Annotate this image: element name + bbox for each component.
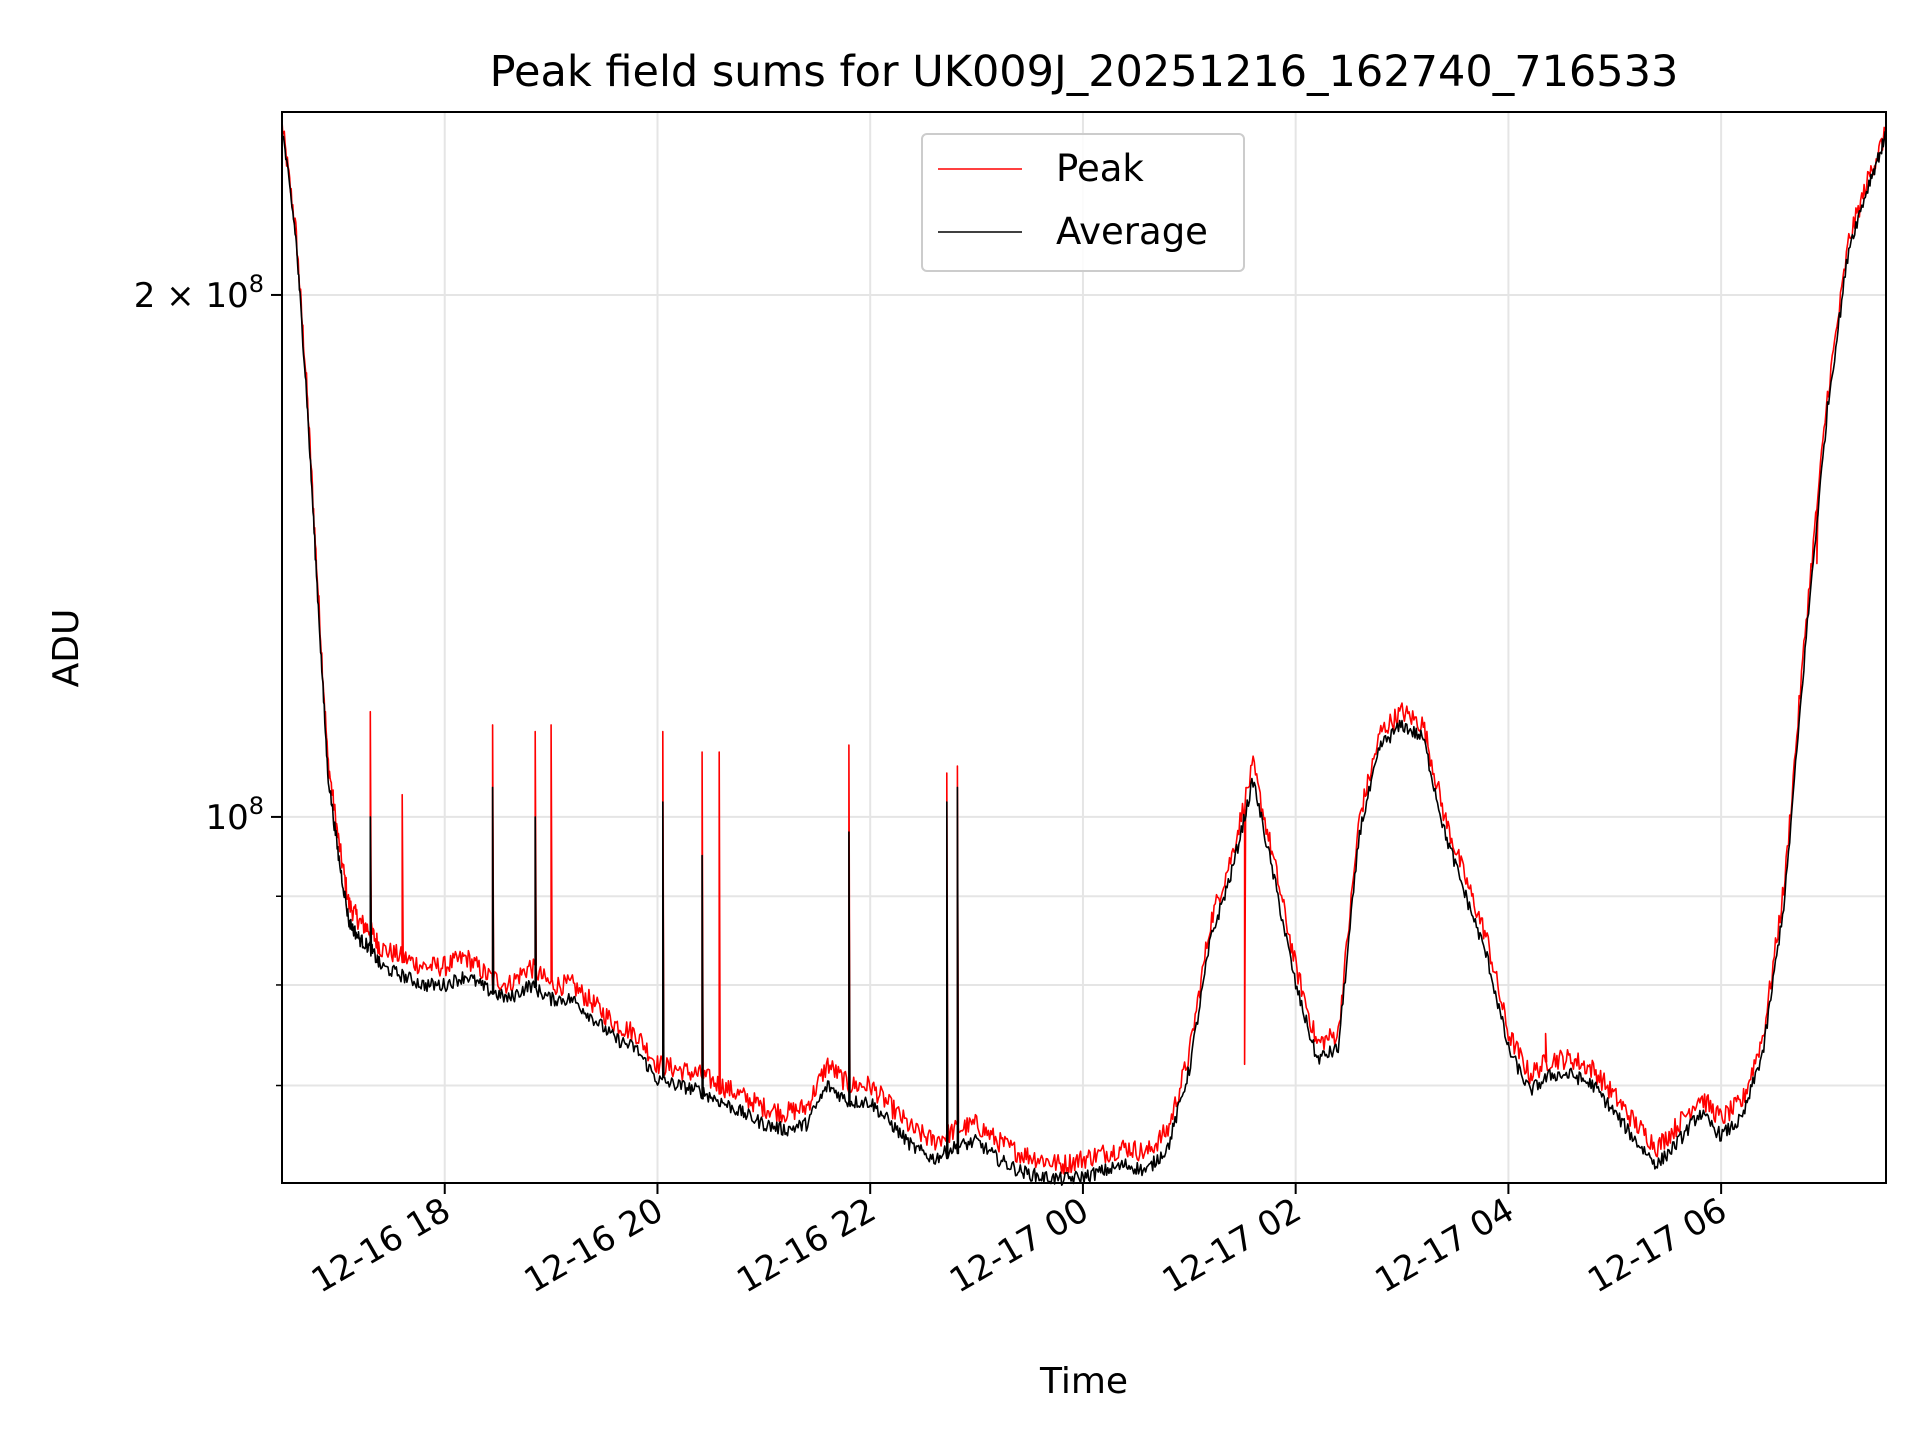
- y-axis: 108 2 × 108: [134, 270, 282, 1087]
- series-line-average: [281, 127, 1887, 1186]
- series-line-peak: [281, 120, 1887, 1175]
- x-axis-label: Time: [1039, 1361, 1128, 1402]
- legend-average-label: Average: [1056, 210, 1208, 253]
- grid: [282, 112, 1886, 1183]
- chart-title: Peak field sums for UK009J_20251216_1627…: [490, 47, 1679, 97]
- legend: Peak Average: [921, 133, 1245, 272]
- axes-frame: [281, 111, 1887, 1184]
- plot-area: [281, 120, 1887, 1186]
- y-axis-label: ADU: [46, 609, 87, 688]
- legend-peak-label: Peak: [1056, 147, 1144, 190]
- y-tick-label: 108: [205, 792, 264, 838]
- y-tick-label: 2 × 108: [134, 270, 264, 316]
